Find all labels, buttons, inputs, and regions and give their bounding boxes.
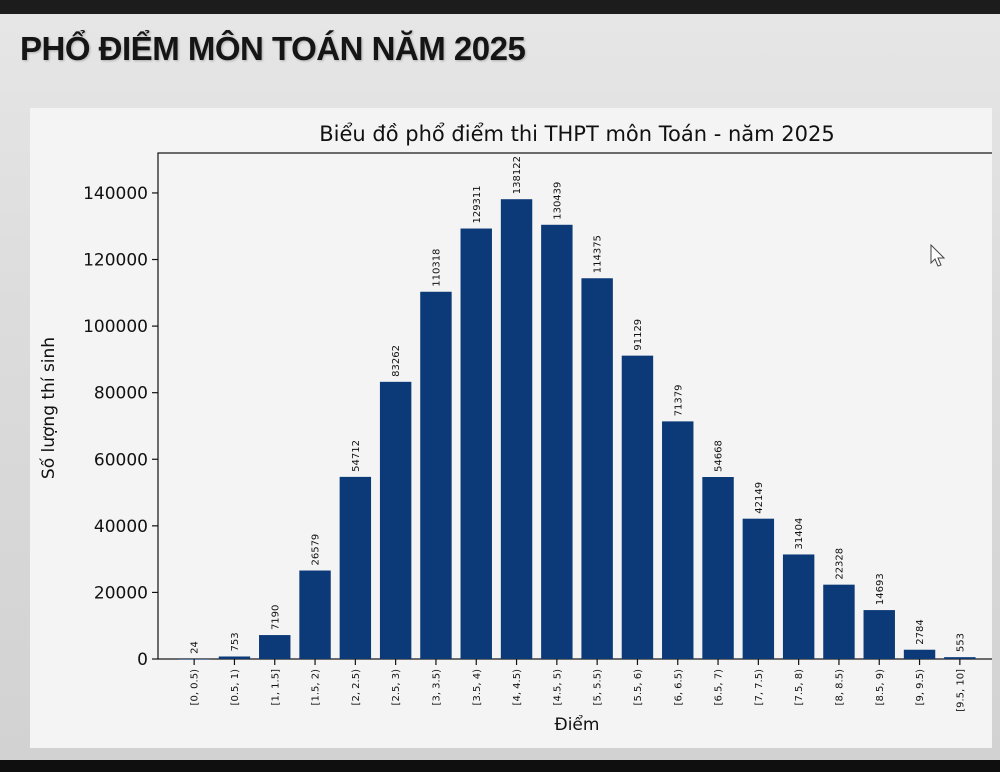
bar-value-label: 83262 xyxy=(391,345,402,377)
y-axis-label: Số lượng thí sinh xyxy=(38,337,59,479)
y-tick-label: 60000 xyxy=(94,450,148,470)
chart-title: Biểu đồ phổ điểm thi THPT môn Toán - năm… xyxy=(319,122,834,146)
y-tick-label: 140000 xyxy=(83,184,148,204)
bar-value-label: 110318 xyxy=(431,249,442,287)
bar-value-label: 54712 xyxy=(351,440,362,472)
bar-value-label: 114375 xyxy=(593,235,604,273)
bar-value-label: 22328 xyxy=(834,548,845,580)
bar-value-label: 130439 xyxy=(552,182,563,220)
chart-panel: Biểu đồ phổ điểm thi THPT môn Toán - năm… xyxy=(30,108,992,748)
bar xyxy=(742,518,775,659)
y-tick-label: 80000 xyxy=(94,384,148,404)
bar-value-label: 24 xyxy=(190,641,201,654)
x-tick-label: [0.5, 1) xyxy=(230,669,241,706)
x-tick-label: [9, 9.5) xyxy=(915,669,926,706)
bar xyxy=(420,291,452,659)
x-tick-label: [2.5, 3) xyxy=(391,669,402,706)
bar xyxy=(218,656,251,659)
x-tick-label: [8, 8.5) xyxy=(834,669,845,706)
y-tick-label: 100000 xyxy=(83,317,148,337)
x-tick-label: [8.5, 9) xyxy=(875,669,886,706)
bar-value-label: 753 xyxy=(230,632,241,651)
x-tick-label: [7.5, 8) xyxy=(794,669,805,706)
bar-value-label: 31404 xyxy=(794,518,805,550)
bar-value-label: 7190 xyxy=(270,605,281,630)
bottom-bar xyxy=(0,760,1000,772)
slide-title: PHỔ ĐIỂM MÔN TOÁN NĂM 2025 xyxy=(20,30,526,67)
bar xyxy=(782,554,815,659)
bar xyxy=(581,278,613,659)
bar xyxy=(621,355,654,659)
bar-value-label: 129311 xyxy=(472,185,483,223)
bar-value-label: 553 xyxy=(955,633,966,652)
bar-value-label: 54668 xyxy=(714,440,725,472)
bar xyxy=(823,584,855,659)
y-tick-label: 120000 xyxy=(83,251,148,271)
bar xyxy=(379,381,412,659)
x-tick-label: [5, 5.5) xyxy=(593,669,604,706)
x-tick-label: [4.5, 5) xyxy=(552,669,563,706)
bar-chart: Biểu đồ phổ điểm thi THPT môn Toán - năm… xyxy=(38,122,992,735)
y-tick-label: 20000 xyxy=(94,583,148,603)
x-tick-label: [2, 2.5) xyxy=(351,669,362,706)
bar xyxy=(944,657,976,659)
x-tick-label: [7, 7.5) xyxy=(754,669,765,706)
bar-value-label: 138122 xyxy=(512,156,523,194)
x-tick-label: [0, 0.5) xyxy=(190,669,201,706)
x-axis: [0, 0.5) [0.5, 1) [1, 1.5] [1.5, 2) [2, 2.5)… xyxy=(190,659,966,712)
bar-value-label: 14693 xyxy=(875,573,886,605)
y-tick-label: 0 xyxy=(137,650,148,670)
bar xyxy=(662,421,694,659)
x-tick-label: [3, 3.5) xyxy=(431,669,442,706)
x-tick-label: [3.5, 4) xyxy=(472,669,483,706)
y-axis: 0 20000 40000 60000 80000 100000 120000 140000 xyxy=(83,184,158,670)
x-tick-label: [4, 4.5) xyxy=(512,669,523,706)
y-tick-label: 40000 xyxy=(94,517,148,537)
mouse-cursor-icon xyxy=(930,243,946,272)
bar-value-label: 2784 xyxy=(915,619,926,644)
bar xyxy=(541,224,573,659)
bar xyxy=(460,228,492,659)
plot-area xyxy=(157,152,992,660)
bar xyxy=(339,476,372,659)
bars-group: 24 753 7190 26579 54712 83262 110318 129311 1381… xyxy=(178,156,976,660)
x-tick-label: [6, 6.5) xyxy=(673,669,684,706)
bar-value-label: 42149 xyxy=(754,482,765,514)
bar-value-label: 71379 xyxy=(673,385,684,417)
x-tick-label: [1, 1.5] xyxy=(270,669,281,706)
bar xyxy=(702,477,734,659)
x-tick-label: [1.5, 2) xyxy=(311,669,322,706)
bar xyxy=(259,635,291,659)
x-tick-label: [6.5, 7) xyxy=(714,669,725,706)
bar-value-label: 91129 xyxy=(633,319,644,351)
bar xyxy=(903,649,936,659)
bar xyxy=(863,610,895,659)
bar xyxy=(299,570,331,659)
bar-value-label: 26579 xyxy=(311,534,322,566)
bar xyxy=(500,199,533,659)
x-tick-label: [9.5, 10] xyxy=(955,669,966,712)
x-tick-label: [5.5, 6) xyxy=(633,669,644,706)
x-axis-label: Điểm xyxy=(555,714,600,735)
